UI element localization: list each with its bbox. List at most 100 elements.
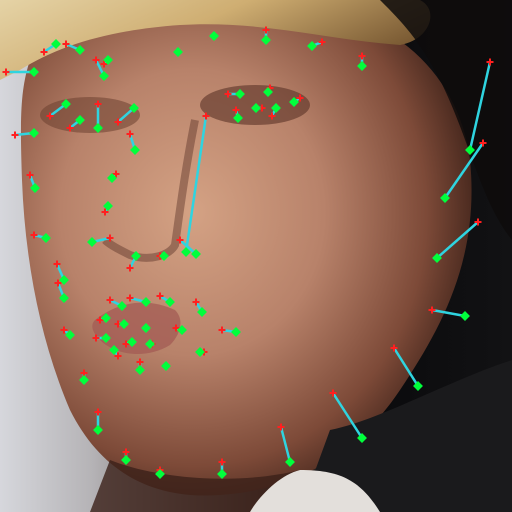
predicted-point [165, 297, 175, 307]
ground-truth-point [318, 38, 326, 46]
predicted-point [127, 337, 137, 347]
predicted-point [413, 381, 423, 391]
ground-truth-point [486, 58, 494, 66]
hair-shadow-right [380, 0, 512, 240]
ground-truth-point [106, 296, 114, 304]
ground-truth-point [46, 112, 54, 120]
predicted-point [121, 455, 131, 465]
ground-truth-point [94, 408, 102, 416]
ground-truth-point [126, 294, 134, 302]
error-vector [392, 347, 420, 387]
error-vector [436, 221, 479, 259]
ground-truth-point [92, 56, 100, 64]
predicted-point [130, 145, 140, 155]
error-vector [468, 61, 492, 151]
error-vector [117, 107, 135, 123]
ground-truth-point [474, 218, 482, 226]
ground-truth-point [277, 423, 285, 431]
ground-truth-point [126, 264, 134, 272]
ground-truth-point [172, 324, 180, 332]
predicted-point [101, 313, 111, 323]
predicted-point [261, 35, 271, 45]
ground-truth-point [54, 279, 62, 287]
predicted-point [145, 339, 155, 349]
ground-truth-point [100, 60, 108, 68]
ground-truth-point [136, 358, 144, 366]
predicted-point [141, 323, 151, 333]
predicted-point [119, 319, 129, 329]
predicted-point [235, 89, 245, 99]
ground-truth-point [296, 94, 304, 102]
ground-truth-point [202, 112, 210, 120]
error-vector [431, 308, 466, 318]
ground-truth-point [2, 68, 10, 76]
ground-truth-point [122, 448, 130, 456]
predicted-point [87, 237, 97, 247]
predicted-point [41, 233, 51, 243]
ground-truth-point [262, 26, 270, 34]
predicted-point [181, 247, 191, 257]
ground-truth-point [329, 389, 337, 397]
ground-truth-point [192, 298, 200, 306]
ground-truth-point [96, 316, 104, 324]
predicted-point [271, 103, 281, 113]
ground-truth-point [40, 48, 48, 56]
predicted-point [93, 425, 103, 435]
ground-truth-point [358, 52, 366, 60]
ground-truth-point [224, 90, 232, 98]
predicted-point [29, 128, 39, 138]
predicted-point [197, 307, 207, 317]
ground-truth-point [114, 118, 122, 126]
predicted-point [79, 375, 89, 385]
predicted-point [440, 193, 450, 203]
predicted-point [29, 67, 39, 77]
error-vector [184, 115, 208, 253]
ground-truth-point [268, 112, 276, 120]
predicted-point [99, 71, 109, 81]
error-vector [279, 426, 292, 463]
ground-truth-point [156, 292, 164, 300]
predicted-point [460, 311, 470, 321]
error-vector [331, 392, 364, 439]
predicted-point [231, 327, 241, 337]
predicted-point [173, 47, 183, 57]
predicted-point [59, 293, 69, 303]
ground-truth-point [26, 171, 34, 179]
ground-truth-point [106, 234, 114, 242]
lips [92, 302, 181, 355]
ground-truth-point [60, 326, 68, 334]
ground-truth-point [101, 208, 109, 216]
predicted-point [61, 99, 71, 109]
predicted-point [251, 103, 261, 113]
face-region [20, 7, 472, 496]
predicted-point [93, 123, 103, 133]
ground-truth-point [11, 131, 19, 139]
predicted-point [233, 113, 243, 123]
ground-truth-point [428, 306, 436, 314]
predicted-point [161, 361, 171, 371]
predicted-point [155, 469, 165, 479]
predicted-point [103, 55, 113, 65]
ground-truth-point [53, 260, 61, 268]
ground-truth-point [114, 352, 122, 360]
ground-truth-point [30, 231, 38, 239]
predicted-point [159, 251, 169, 261]
predicted-point [30, 183, 40, 193]
ground-truth-point [126, 130, 134, 138]
predicted-point [177, 325, 187, 335]
ground-truth-point [218, 326, 226, 334]
predicted-point [209, 31, 219, 41]
predicted-point [75, 45, 85, 55]
predicted-point [129, 103, 139, 113]
ground-truth-point [66, 124, 74, 132]
ground-truth-point [479, 139, 487, 147]
predicted-point [357, 433, 367, 443]
predicted-point [217, 469, 227, 479]
predicted-point [107, 173, 117, 183]
ground-truth-point [176, 236, 184, 244]
suit [300, 360, 512, 512]
predicted-point [307, 41, 317, 51]
ground-truth-point [232, 106, 240, 114]
